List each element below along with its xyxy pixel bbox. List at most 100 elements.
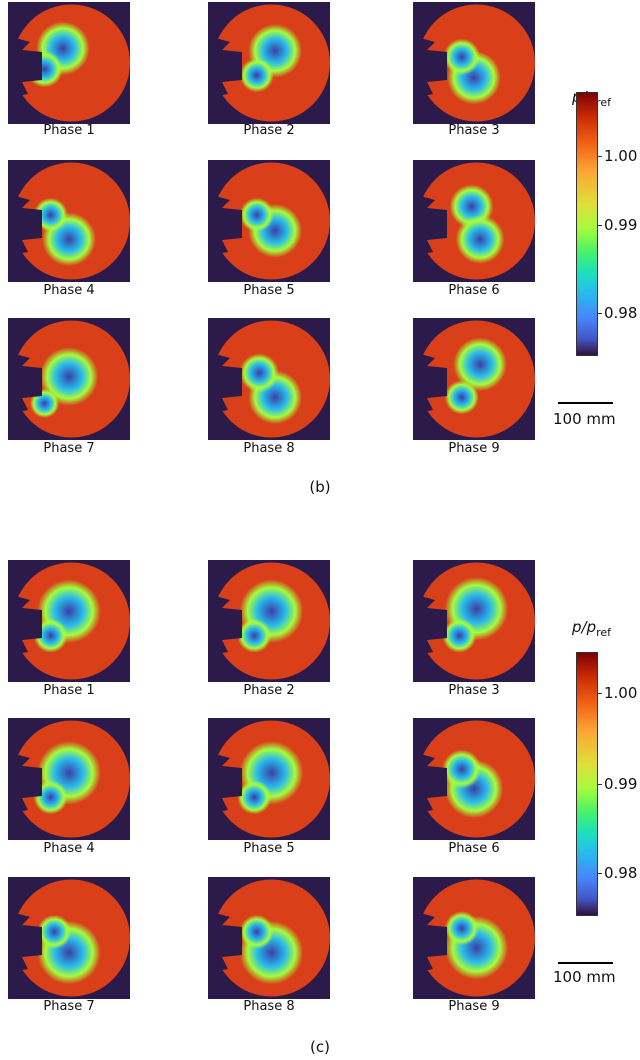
pressure-map <box>8 879 130 997</box>
panel-b-phase-6 <box>413 160 535 282</box>
low-pressure-region <box>444 380 479 415</box>
scale-bar-label: 100 mm <box>553 968 616 986</box>
scale-bar <box>558 962 613 964</box>
colorbar-tick <box>597 693 602 694</box>
panel-b-phase-9 <box>413 318 535 440</box>
colorbar <box>576 92 598 356</box>
pressure-map <box>208 4 330 122</box>
model-cutout <box>208 352 242 414</box>
colorbar-tick <box>597 156 602 157</box>
pressure-map <box>413 162 535 280</box>
panel-c-phase-6 <box>413 718 535 840</box>
pressure-map <box>8 562 130 680</box>
low-pressure-region <box>33 197 68 232</box>
model-cutout <box>8 911 42 973</box>
scale-bar <box>558 402 613 404</box>
low-pressure-region <box>443 38 481 76</box>
colorbar-tick-label: 0.99 <box>604 775 638 793</box>
panel-c-phase-9 <box>413 877 535 999</box>
model-cutout <box>413 911 447 973</box>
panel-b-phase-1 <box>8 2 130 124</box>
phase-label: Phase 9 <box>448 999 500 1014</box>
colorbar-tick-label: 1.00 <box>604 147 638 165</box>
low-pressure-region <box>442 618 477 653</box>
colorbar-tick <box>597 873 602 874</box>
pressure-map <box>8 4 130 122</box>
panel-c-phase-2 <box>208 560 330 682</box>
pressure-map <box>413 720 535 838</box>
phase-label: Phase 3 <box>448 683 500 698</box>
colorbar-tick-label: 0.98 <box>604 864 638 882</box>
low-pressure-region <box>239 197 274 232</box>
low-pressure-region <box>237 618 272 653</box>
model-cutout <box>8 36 42 98</box>
pressure-map <box>208 162 330 280</box>
pressure-map <box>208 720 330 838</box>
phase-label: Phase 9 <box>448 441 500 456</box>
panel-b-phase-8 <box>208 318 330 440</box>
pressure-map <box>8 320 130 438</box>
low-pressure-region <box>444 911 479 946</box>
panel-c-phase-3 <box>413 560 535 682</box>
model-cutout <box>413 36 447 98</box>
phase-label: Phase 3 <box>448 123 500 138</box>
colorbar-title: p/pref <box>572 618 612 639</box>
phase-label: Phase 8 <box>243 441 295 456</box>
pressure-map <box>413 562 535 680</box>
low-pressure-region <box>453 337 507 392</box>
colorbar-tick <box>597 784 602 785</box>
low-pressure-region <box>239 914 274 949</box>
model-cutout <box>208 752 242 814</box>
colorbar <box>576 652 598 916</box>
figure-label-c: (c) <box>310 1038 330 1056</box>
model-cutout <box>8 352 42 414</box>
phase-label: Phase 8 <box>243 999 295 1014</box>
pressure-map <box>208 320 330 438</box>
panel-c-phase-5 <box>208 718 330 840</box>
low-pressure-region <box>237 780 272 815</box>
model-cutout <box>8 194 42 256</box>
pressure-map <box>208 879 330 997</box>
phase-label: Phase 1 <box>43 123 95 138</box>
phase-label: Phase 7 <box>43 999 95 1014</box>
model-cutout <box>8 752 42 814</box>
pressure-map <box>413 879 535 997</box>
low-pressure-region <box>37 914 72 949</box>
colorbar-tick-label: 0.98 <box>604 304 638 322</box>
panel-b-phase-7 <box>8 318 130 440</box>
model-cutout <box>208 36 242 98</box>
phase-label: Phase 4 <box>43 841 95 856</box>
pressure-map <box>413 320 535 438</box>
pressure-map <box>8 720 130 838</box>
model-cutout <box>413 352 447 414</box>
panel-c-phase-4 <box>8 718 130 840</box>
phase-label: Phase 7 <box>43 441 95 456</box>
panel-b-phase-2 <box>208 2 330 124</box>
model-cutout <box>208 911 242 973</box>
low-pressure-region <box>239 58 274 93</box>
panel-b-phase-3 <box>413 2 535 124</box>
panel-c-phase-8 <box>208 877 330 999</box>
scale-bar-label: 100 mm <box>553 410 616 428</box>
low-pressure-region <box>455 214 505 264</box>
colorbar-tick <box>597 225 602 226</box>
model-cutout <box>208 594 242 656</box>
low-pressure-region <box>39 347 99 406</box>
phase-label: Phase 5 <box>243 283 295 298</box>
phase-label: Phase 2 <box>243 123 295 138</box>
low-pressure-region <box>33 618 68 653</box>
phase-label: Phase 2 <box>243 683 295 698</box>
panel-b-phase-4 <box>8 160 130 282</box>
pressure-map <box>208 562 330 680</box>
pressure-map <box>413 4 535 122</box>
phase-label: Phase 6 <box>448 283 500 298</box>
phase-label: Phase 6 <box>448 841 500 856</box>
low-pressure-region <box>33 780 68 815</box>
panel-c-phase-1 <box>8 560 130 682</box>
model-cutout <box>413 594 447 656</box>
low-pressure-region <box>239 353 279 393</box>
colorbar-tick <box>597 313 602 314</box>
model-cutout <box>208 194 242 256</box>
figure-label-b: (b) <box>309 478 331 496</box>
low-pressure-region <box>442 749 482 789</box>
